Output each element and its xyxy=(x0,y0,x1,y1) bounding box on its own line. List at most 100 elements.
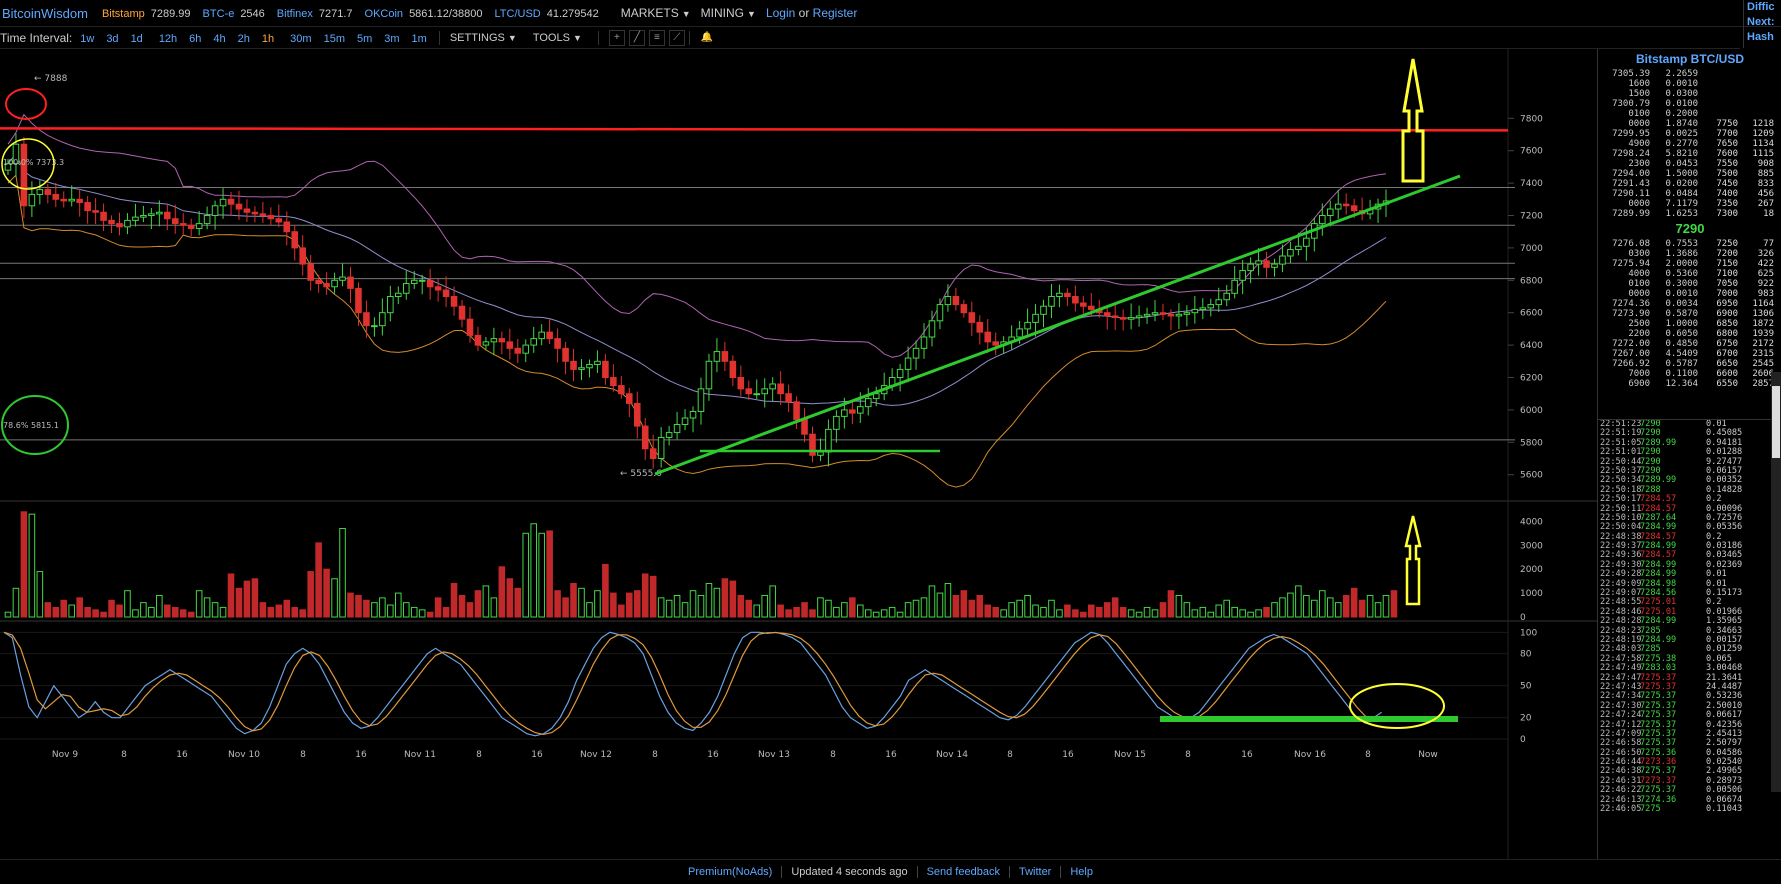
markets-menu[interactable]: MARKETS ▼ xyxy=(621,6,691,20)
trade-amount: 0.2 xyxy=(1706,531,1722,542)
trade-price: 7273.36 xyxy=(1640,757,1677,768)
bid-row[interactable]: 7276.08 0.7553 7250 77 xyxy=(1598,239,1781,249)
scrollbar-thumb[interactable] xyxy=(1772,386,1780,458)
bid-row[interactable]: 2200 0.6050 6800 1939 xyxy=(1598,329,1781,339)
candle-body xyxy=(649,448,657,459)
volume-bar xyxy=(618,604,625,618)
exchange-ticker[interactable]: Bitfinex 7271.7 xyxy=(277,8,353,20)
ask-row[interactable]: 7298.24 5.8210 7600 1115 xyxy=(1598,149,1781,159)
bid-row[interactable]: 7275.94 2.0000 7150 422 xyxy=(1598,259,1781,269)
interval-6h[interactable]: 6h xyxy=(189,32,202,45)
ask-row[interactable]: 7289.99 1.6253 7300 18 xyxy=(1598,209,1781,219)
bid-row[interactable]: 7274.36 0.0034 6950 1164 xyxy=(1598,299,1781,309)
ask-row[interactable]: 4900 0.2770 7650 1134 xyxy=(1598,139,1781,149)
trade-price: 7290 xyxy=(1640,447,1661,458)
candle-body xyxy=(618,385,625,395)
bid-row-col2: 0.4850 xyxy=(1665,339,1698,349)
mining-menu[interactable]: MINING ▼ xyxy=(701,6,756,20)
exchange-ticker[interactable]: OKCoin 5861.12/38800 xyxy=(365,8,483,20)
ask-row[interactable]: 7294.00 1.5000 7500 885 xyxy=(1598,169,1781,179)
ask-row[interactable]: 7300.79 0.0100 xyxy=(1598,99,1781,109)
bid-row[interactable]: 6900 12.364 6550 2857 xyxy=(1598,379,1781,389)
ask-row-col4: 908 xyxy=(1757,159,1774,169)
bid-row[interactable]: 0300 1.3686 7200 326 xyxy=(1598,249,1781,259)
bid-row[interactable]: 7272.00 0.4850 6750 2172 xyxy=(1598,339,1781,349)
help-link[interactable]: Help xyxy=(1070,866,1093,878)
interval-5m[interactable]: 5m xyxy=(356,32,373,45)
bid-row[interactable]: 4000 0.5360 7100 625 xyxy=(1598,269,1781,279)
ask-row[interactable]: 1500 0.0300 xyxy=(1598,89,1781,99)
settings-menu[interactable]: SETTINGS ▼ xyxy=(450,32,517,44)
ask-row[interactable]: 2300 0.0453 7550 908 xyxy=(1598,159,1781,169)
ask-row[interactable]: 1600 0.0010 xyxy=(1598,79,1781,89)
ask-row-col4: 267 xyxy=(1757,199,1774,209)
feedback-link[interactable]: Send feedback xyxy=(926,866,1000,878)
interval-1h[interactable]: 1h xyxy=(261,32,275,45)
line-tool-icon[interactable]: ╱ xyxy=(628,29,645,46)
bid-row[interactable]: 7266.92 0.5787 6650 2545 xyxy=(1598,359,1781,369)
price-chart[interactable]: 5600 5800 6000 6200 6400 6600 6800 7000 7200 7400… xyxy=(0,49,1597,859)
ask-row[interactable]: 7299.95 0.0025 7700 1209 xyxy=(1598,129,1781,139)
candle-body xyxy=(729,360,737,378)
bid-row[interactable]: 7000 0.1100 6600 2606 xyxy=(1598,369,1781,379)
volume-bar xyxy=(833,606,840,618)
volume-bar xyxy=(156,594,163,618)
candle-body xyxy=(171,218,179,225)
ask-row[interactable]: 0000 7.1179 7350 267 xyxy=(1598,199,1781,209)
ask-row[interactable]: 7290.11 0.0484 7400 456 xyxy=(1598,189,1781,199)
interval-12h[interactable]: 12h xyxy=(158,32,178,45)
volume-bar xyxy=(434,597,442,618)
volume-bar xyxy=(331,578,338,618)
candle-body xyxy=(235,203,243,210)
bell-icon[interactable]: 🔔 xyxy=(700,31,714,43)
bid-row[interactable]: 0000 0.0010 7000 983 xyxy=(1598,289,1781,299)
exchange-ticker[interactable]: BTC-e 2546 xyxy=(203,8,265,20)
interval-4h[interactable]: 4h xyxy=(213,32,226,45)
ask-row-col4: 833 xyxy=(1757,179,1774,189)
candle-body xyxy=(633,402,641,427)
volume-bar xyxy=(259,602,267,618)
twitter-link[interactable]: Twitter xyxy=(1018,866,1052,878)
ask-row-col1: 2300 xyxy=(1628,159,1650,169)
trade-amount: 0.01259 xyxy=(1706,644,1743,655)
candle-body xyxy=(785,393,792,403)
bid-row[interactable]: 2500 1.0000 6850 1872 xyxy=(1598,319,1781,329)
interval-1w[interactable]: 1w xyxy=(80,32,95,45)
osc-tick-label: 20 xyxy=(1520,714,1532,724)
interval-3m[interactable]: 3m xyxy=(384,32,400,45)
interval-15m[interactable]: 15m xyxy=(323,32,345,45)
interval-1d[interactable]: 1d xyxy=(130,32,143,45)
site-logo[interactable]: BitcoinWisdom xyxy=(2,5,88,21)
ask-row[interactable]: 0100 0.2000 xyxy=(1598,109,1781,119)
bid-row-col3: 7250 xyxy=(1716,239,1738,249)
ask-row[interactable]: 7291.43 0.0200 7450 833 xyxy=(1598,179,1781,189)
register-link[interactable]: Register xyxy=(812,6,858,20)
horizontal-lines-tool-icon[interactable]: ≡ xyxy=(648,29,665,46)
candle-body xyxy=(952,296,960,306)
price-tick-label: 7200 xyxy=(1520,212,1543,222)
interval-3d[interactable]: 3d xyxy=(106,32,119,45)
interval-30m[interactable]: 30m xyxy=(290,32,312,45)
tools-menu[interactable]: TOOLS ▼ xyxy=(533,32,582,44)
trades-scrollbar[interactable] xyxy=(1771,372,1781,792)
ask-row[interactable]: 0000 1.8740 7750 1218 xyxy=(1598,119,1781,129)
interval-2h[interactable]: 2h xyxy=(237,32,250,45)
exchange-ticker[interactable]: Bitstamp 7289.99 xyxy=(102,8,191,20)
trade-amount: 0.11043 xyxy=(1706,804,1743,815)
candle-body xyxy=(657,436,665,460)
bid-row[interactable]: 7267.00 4.5409 6700 2315 xyxy=(1598,349,1781,359)
price-tick-label: 6200 xyxy=(1520,374,1543,384)
trade-row: 22:51:23 7290 0.01 xyxy=(1598,420,1781,429)
interval-1m[interactable]: 1m xyxy=(411,32,427,45)
trade-amount: 2.50010 xyxy=(1706,700,1743,711)
trade-row: 22:46:05 7275 0.11043 xyxy=(1598,804,1781,815)
crosshair-tool-icon[interactable]: + xyxy=(608,29,625,46)
volume-tick-label: 0 xyxy=(1520,613,1526,623)
ask-row[interactable]: 7305.39 2.2659 xyxy=(1598,69,1781,79)
fibonacci-tool-icon[interactable]: ⟋ xyxy=(668,29,685,46)
bid-row[interactable]: 7273.90 0.5870 6900 1306 xyxy=(1598,309,1781,319)
exchange-ticker[interactable]: LTC/USD 41.279542 xyxy=(494,8,598,20)
login-link[interactable]: Login xyxy=(765,6,796,20)
bid-row[interactable]: 0100 0.3000 7050 922 xyxy=(1598,279,1781,289)
premium-link[interactable]: Premium(NoAds) xyxy=(688,866,773,878)
